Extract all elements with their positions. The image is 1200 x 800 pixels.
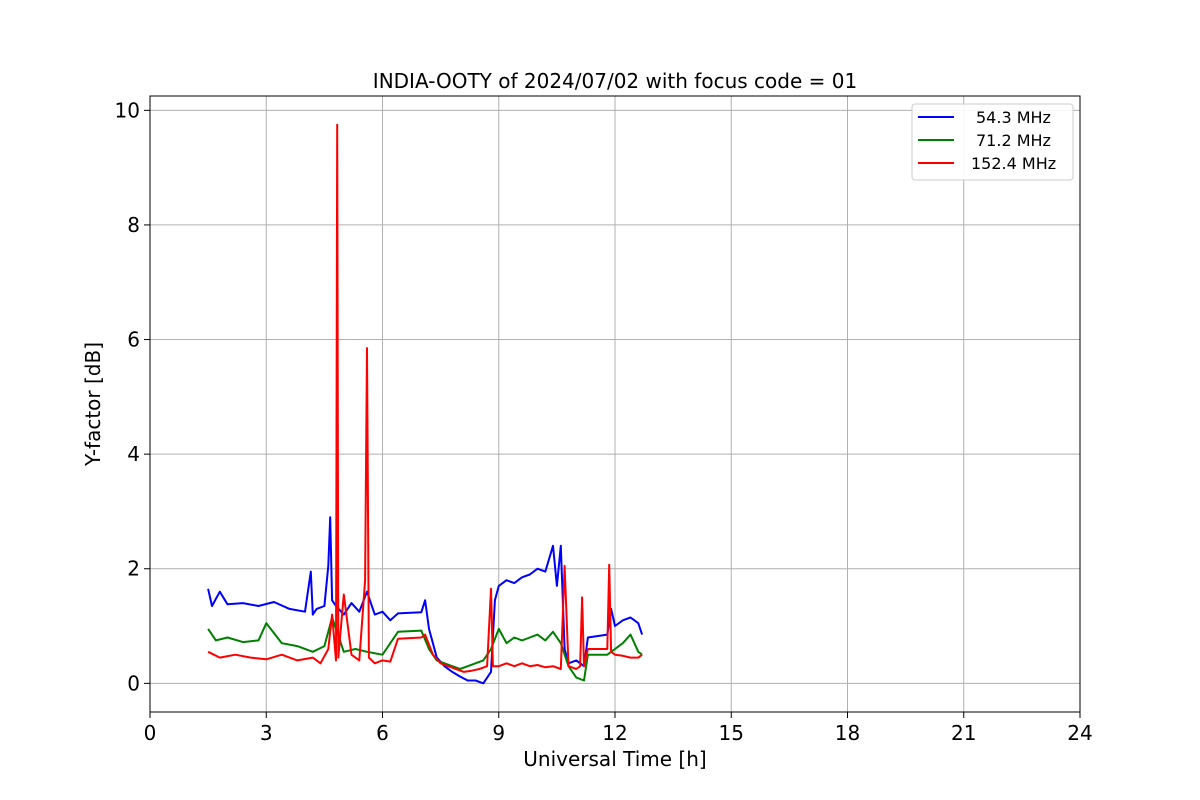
series-layer (207, 123, 644, 685)
y-tick-label: 8 (127, 213, 140, 237)
y-tick-label: 2 (127, 557, 140, 581)
y-tick-label: 4 (127, 442, 140, 466)
legend-label-71-2: 71.2 MHz (976, 131, 1051, 150)
legend-frame (911, 103, 1074, 181)
y-tick-label: 6 (127, 328, 140, 352)
legend-label-152-4: 152.4 MHz (971, 154, 1056, 173)
y-axis-label: Y-factor [dB] (81, 342, 105, 467)
x-tick-label: 9 (492, 721, 505, 745)
x-tick-label: 21 (951, 721, 976, 745)
x-tick-label: 18 (835, 721, 860, 745)
series-line-2 (207, 616, 643, 682)
y-tick-label: 10 (115, 98, 140, 122)
series-line-3 (207, 123, 643, 673)
x-tick-label: 15 (719, 721, 744, 745)
x-tick-label: 0 (144, 721, 157, 745)
x-tick-label: 12 (602, 721, 627, 745)
y-tick-label: 0 (127, 671, 140, 695)
legend-label-54-3: 54.3 MHz (976, 108, 1051, 127)
x-tick-label: 6 (376, 721, 389, 745)
x-tick-label: 24 (1067, 721, 1092, 745)
chart-title: INDIA-OOTY of 2024/07/02 with focus code… (373, 69, 857, 93)
x-axis-label: Universal Time [h] (523, 747, 706, 771)
legend: 54.3 MHz 71.2 MHz 152.4 MHz (911, 103, 1074, 181)
x-tick-label: 3 (260, 721, 273, 745)
